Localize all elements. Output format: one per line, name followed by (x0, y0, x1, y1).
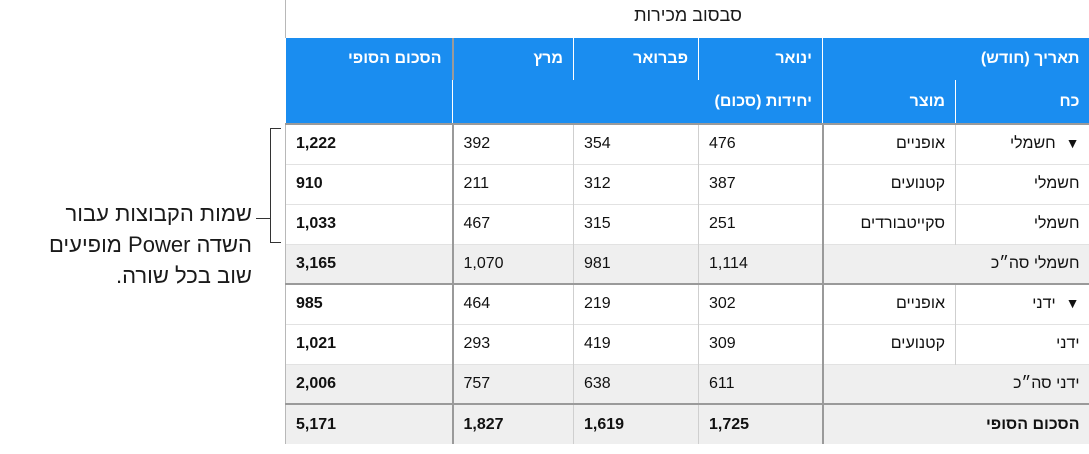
pivot-table: סבסוב מכירות תאריך (חודש) ינואר פברואר מ… (285, 0, 1089, 454)
jan-cell[interactable]: 611 (698, 363, 823, 404)
mar-cell[interactable]: 293 (451, 323, 574, 364)
feb-cell[interactable]: 981 (573, 243, 699, 284)
header-units-sum[interactable]: יחידות (סכום) (452, 80, 823, 124)
total-cell[interactable]: 5,171 (285, 403, 453, 444)
total-cell[interactable]: 3,165 (285, 243, 453, 284)
header-february[interactable]: פברואר (573, 38, 699, 80)
pivot-title: סבסוב מכירות (285, 0, 1089, 38)
callout-text: שמות הקבוצות עבור השדה Power מופיעים שוב… (0, 198, 252, 291)
total-cell[interactable]: 1,021 (285, 323, 453, 364)
total-cell[interactable]: 1,033 (285, 203, 453, 244)
subtotal-label[interactable]: ידני סה״כ (821, 363, 1089, 404)
callout-bracket (270, 128, 281, 243)
jan-cell[interactable]: 251 (698, 203, 823, 244)
grand-total-row: הסכום הסופי 1,725 1,619 1,827 5,171 (285, 403, 1089, 444)
jan-cell[interactable]: 302 (698, 283, 823, 324)
table-row: ▼ ידני אופניים 302 219 464 985 (285, 283, 1089, 324)
jan-cell[interactable]: 309 (698, 323, 823, 364)
callout-line-3: שוב בכל שורה. (115, 263, 252, 288)
feb-cell[interactable]: 354 (573, 123, 699, 164)
grand-total-label[interactable]: הסכום הסופי (821, 403, 1089, 444)
total-cell[interactable]: 2,006 (285, 363, 453, 404)
row-power-cell[interactable]: חשמלי (955, 163, 1089, 204)
callout-line-1: שמות הקבוצות עבור (65, 201, 252, 226)
power-label: חשמלי (1009, 135, 1056, 153)
header-january[interactable]: ינואר (698, 38, 823, 80)
table-row: חשמלי סקייטבורדים 251 315 467 1,033 (285, 203, 1089, 244)
product-cell[interactable]: אופניים (821, 123, 956, 164)
callout-line-2: השדה Power מופיעים (48, 232, 252, 257)
header-total-empty (285, 80, 453, 124)
mar-cell[interactable]: 467 (451, 203, 574, 244)
header-row-columns: תאריך (חודש) ינואר פברואר מרץ הסכום הסופ… (285, 38, 1089, 80)
table-row: ▼ חשמלי אופניים 476 354 392 1,222 (285, 123, 1089, 164)
row-power-cell[interactable]: ▼ ידני (955, 283, 1089, 324)
subtotal-row: חשמלי סה״כ 1,114 981 1,070 3,165 (285, 243, 1089, 284)
expand-triangle-icon[interactable]: ▼ (1065, 135, 1080, 152)
header-march[interactable]: מרץ (451, 38, 574, 80)
total-cell[interactable]: 985 (285, 283, 453, 324)
header-power[interactable]: כח (955, 80, 1089, 124)
header-grand-total[interactable]: הסכום הסופי (285, 38, 453, 80)
feb-cell[interactable]: 312 (573, 163, 699, 204)
jan-cell[interactable]: 1,114 (698, 243, 823, 284)
subtotal-label[interactable]: חשמלי סה״כ (821, 243, 1089, 284)
header-product[interactable]: מוצר (821, 80, 956, 124)
table-row: ידני קטנועים 309 419 293 1,021 (285, 323, 1089, 364)
row-power-cell[interactable]: ידני (955, 323, 1089, 364)
feb-cell[interactable]: 315 (573, 203, 699, 244)
row-power-cell[interactable]: ▼ חשמלי (955, 123, 1089, 164)
expand-triangle-icon[interactable]: ▼ (1065, 295, 1080, 312)
callout-leader-line (256, 218, 270, 219)
pivot-grid: תאריך (חודש) ינואר פברואר מרץ הסכום הסופ… (285, 38, 1089, 444)
row-power-cell[interactable]: חשמלי (955, 203, 1089, 244)
total-cell[interactable]: 910 (285, 163, 453, 204)
feb-cell[interactable]: 638 (573, 363, 699, 404)
product-cell[interactable]: קטנועים (821, 323, 956, 364)
feb-cell[interactable]: 219 (573, 283, 699, 324)
product-cell[interactable]: אופניים (821, 283, 956, 324)
feb-cell[interactable]: 419 (573, 323, 699, 364)
mar-cell[interactable]: 464 (451, 283, 574, 324)
mar-cell[interactable]: 392 (451, 123, 574, 164)
mar-cell[interactable]: 757 (451, 363, 574, 404)
mar-cell[interactable]: 211 (451, 163, 574, 204)
mar-cell[interactable]: 1,827 (451, 403, 574, 444)
feb-cell[interactable]: 1,619 (573, 403, 699, 444)
product-cell[interactable]: קטנועים (821, 163, 956, 204)
power-label: ידני (1032, 295, 1056, 313)
jan-cell[interactable]: 387 (698, 163, 823, 204)
mar-cell[interactable]: 1,070 (451, 243, 574, 284)
product-cell[interactable]: סקייטבורדים (821, 203, 956, 244)
header-date-month[interactable]: תאריך (חודש) (821, 38, 1089, 80)
total-cell[interactable]: 1,222 (285, 123, 453, 164)
table-row: חשמלי קטנועים 387 312 211 910 (285, 163, 1089, 204)
subtotal-row: ידני סה״כ 611 638 757 2,006 (285, 363, 1089, 404)
jan-cell[interactable]: 476 (698, 123, 823, 164)
jan-cell[interactable]: 1,725 (698, 403, 823, 444)
header-row-fields: כח מוצר יחידות (סכום) (285, 80, 1089, 124)
